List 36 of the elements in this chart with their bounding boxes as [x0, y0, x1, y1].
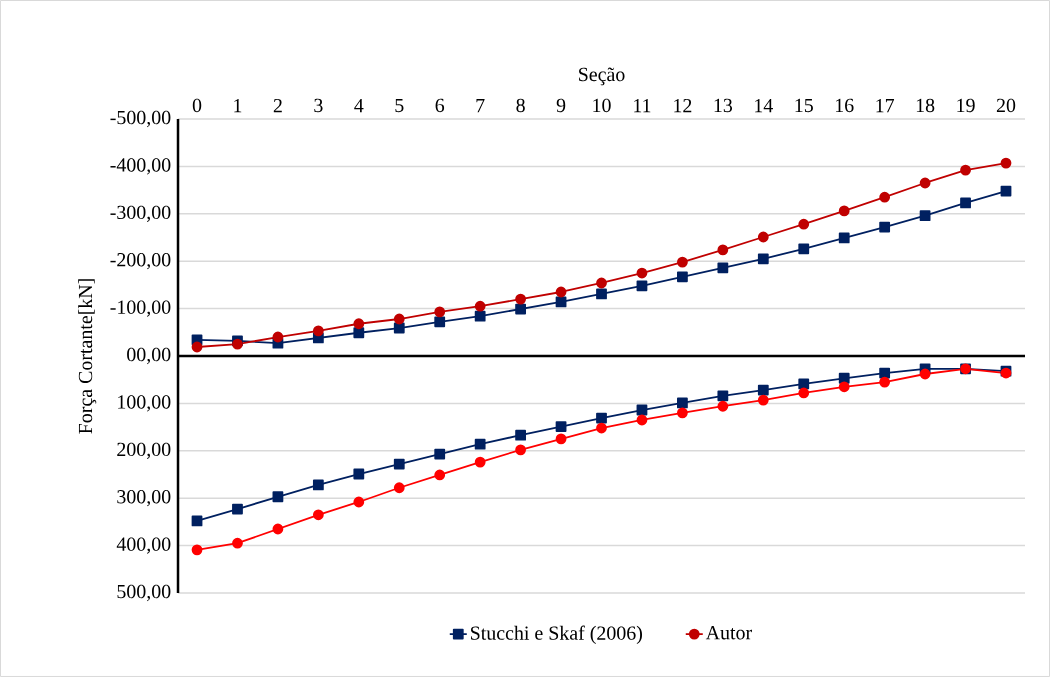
y-tick-label: -200,00: [110, 253, 171, 270]
x-axis-title: Seção: [579, 67, 625, 86]
x-tick-label: 14: [755, 98, 773, 113]
x-tick-label: 5: [395, 98, 404, 113]
x-tick-label: 19: [957, 98, 975, 113]
x-tick-label: 11: [634, 98, 651, 113]
x-tick-label: 6: [435, 98, 445, 113]
x-tick-label: 18: [916, 98, 935, 113]
y-tick-label: 200,00: [117, 442, 171, 459]
x-tick-label: 3: [314, 98, 323, 113]
y-tick-label: -400,00: [110, 158, 171, 175]
x-tick-label: 17: [876, 98, 895, 113]
legend-label: Autor: [705, 626, 752, 640]
x-tick-label: 0: [192, 98, 202, 113]
x-tick-label: 1: [234, 98, 242, 113]
x-tick-label: 2: [273, 98, 282, 113]
x-tick-label: 4: [354, 99, 364, 113]
x-tick-label: 10: [593, 98, 611, 113]
y-tick-label: 500,00: [117, 584, 171, 602]
legend-label: Stucchi e Skaf (2006): [471, 625, 643, 644]
x-tick-label: 9: [556, 98, 566, 113]
y-tick-label: -300,00: [110, 205, 171, 222]
y-tick-label: 00,00: [127, 347, 171, 365]
y-axis-title: Força Cortante[kN]: [78, 279, 97, 434]
x-tick-label: 15: [795, 98, 813, 113]
x-tick-label: 8: [516, 98, 525, 113]
y-tick-label: 400,00: [116, 537, 171, 554]
y-tick-label: 100,00: [118, 395, 171, 412]
x-tick-label: 13: [714, 98, 733, 113]
x-tick-label: 12: [674, 98, 692, 113]
y-tick-label: 300,00: [117, 490, 171, 507]
x-tick-label: 20: [996, 98, 1016, 113]
y-tick-label: -100,00: [110, 300, 171, 317]
x-tick-label: 7: [476, 99, 485, 113]
x-tick-label: 16: [835, 98, 854, 113]
y-tick-label: -500,00: [110, 110, 171, 128]
